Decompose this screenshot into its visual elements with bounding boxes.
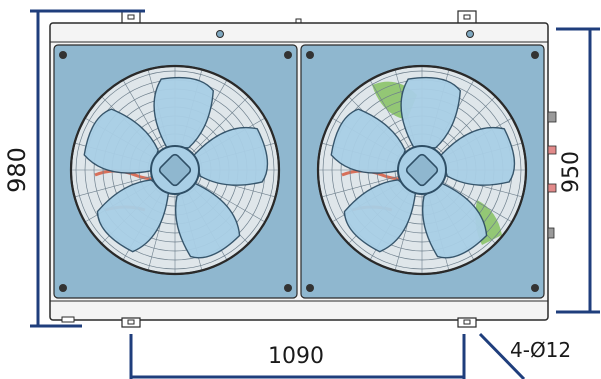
- panel-bolt: [531, 284, 539, 292]
- guard-spoke: [437, 96, 496, 155]
- refrigerant-connections: [547, 111, 557, 239]
- hole-callout: 4-Ø12: [510, 338, 571, 362]
- top-screw-left: [216, 30, 224, 38]
- panel-bolt: [531, 51, 539, 59]
- guard-spoke: [122, 79, 165, 152]
- hole-leader: [478, 332, 526, 379]
- fan-hub-cap: [158, 153, 192, 187]
- panel-bolt: [284, 51, 292, 59]
- guard-spoke: [440, 180, 513, 223]
- fan-right: [316, 64, 528, 276]
- dimension-mount-spacing: [129, 334, 466, 379]
- panel-bolt: [306, 284, 314, 292]
- guard-spoke: [74, 175, 154, 198]
- fan-blade: [96, 179, 170, 253]
- top-screw-right: [466, 30, 474, 38]
- fan-hub-cap: [405, 153, 439, 187]
- dimension-label-950: 950: [559, 151, 584, 193]
- fan-blade: [153, 76, 214, 149]
- guard-spoke: [193, 180, 266, 223]
- panel-bolt: [59, 51, 67, 59]
- guard-spoke: [190, 96, 249, 155]
- fan-blade: [440, 126, 516, 186]
- guard-spoke: [369, 79, 412, 152]
- panel-bolt: [284, 284, 292, 292]
- fan-left: [69, 64, 281, 276]
- fan-blade: [174, 182, 241, 259]
- fan-blade: [421, 182, 488, 259]
- panel-bolt: [59, 284, 67, 292]
- fan-blade: [330, 108, 406, 174]
- fan-blade: [83, 108, 159, 174]
- fan-rim: [69, 64, 281, 276]
- fan-blade: [400, 76, 461, 149]
- fan-blade: [193, 126, 269, 186]
- dimension-height-outer: [30, 9, 145, 328]
- dimension-height-inner: [556, 27, 600, 314]
- guard-spoke: [321, 175, 401, 198]
- dimension-label-1090: 1090: [268, 344, 324, 369]
- bottom-brackets: [61, 316, 477, 328]
- panel-bolt: [306, 51, 314, 59]
- fan-blade: [343, 179, 417, 253]
- fan-rim: [316, 64, 528, 276]
- dimension-label-980: 980: [3, 147, 31, 193]
